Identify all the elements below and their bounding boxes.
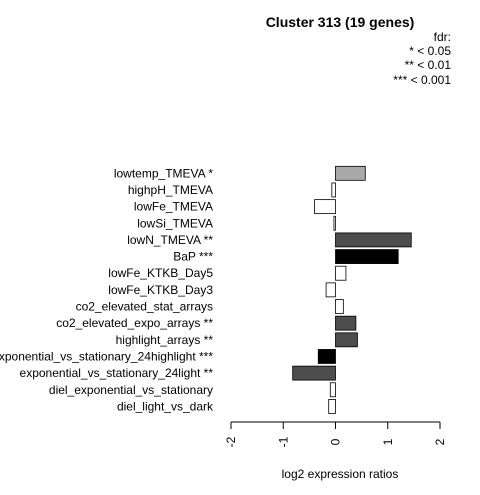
bar-6: [335, 249, 399, 264]
category-label-13: exponential_vs_stationary_24light **: [20, 366, 214, 380]
category-label-6: BaP ***: [173, 250, 213, 264]
bar-11: [335, 332, 358, 348]
chart-title: Cluster 313 (19 genes): [266, 14, 415, 30]
legend-entry-1: * < 0.05: [409, 44, 451, 58]
bar-2: [331, 182, 336, 198]
bar-7: [335, 265, 347, 281]
x-tick-label-5: 2: [433, 438, 447, 445]
category-label-3: lowFe_TMEVA: [134, 200, 213, 214]
bar-8: [325, 282, 336, 298]
legend-entry-3: *** < 0.001: [393, 73, 451, 87]
bar-14: [329, 382, 336, 398]
x-axis-label: log2 expression ratios: [282, 467, 399, 481]
bar-10: [335, 315, 357, 331]
category-label-5: lowN_TMEVA **: [127, 233, 213, 247]
bar-5: [335, 232, 412, 248]
category-label-15: diel_light_vs_dark: [117, 399, 214, 413]
legend-title: fdr:: [434, 30, 451, 44]
category-label-14: diel_exponential_vs_stationary: [49, 383, 213, 397]
category-label-10: co2_elevated_expo_arrays **: [56, 316, 213, 330]
x-tick-label-3: 0: [329, 438, 343, 445]
bar-12: [317, 349, 336, 364]
bar-15: [328, 399, 336, 414]
category-label-12: exponential_vs_stationary_24highlight **…: [0, 349, 213, 363]
category-label-4: lowSi_TMEVA: [137, 216, 213, 230]
bar-3: [314, 199, 336, 215]
category-label-1: lowtemp_TMEVA *: [114, 166, 213, 180]
bar-1: [335, 165, 366, 181]
x-tick-label-2: -1: [276, 436, 290, 447]
category-label-7: lowFe_KTKB_Day5: [108, 266, 213, 280]
legend: fdr: * < 0.05 ** < 0.01 *** < 0.001: [393, 30, 451, 87]
bar-13: [292, 365, 336, 381]
x-tick-label-1: -2: [224, 436, 238, 447]
category-label-2: highpH_TMEVA: [128, 183, 213, 197]
legend-entry-2: ** < 0.01: [405, 58, 452, 72]
category-label-11: highlight_arrays **: [116, 333, 214, 347]
bar-4: [333, 215, 336, 231]
category-label-9: co2_elevated_stat_arrays: [76, 300, 213, 314]
x-tick-label-4: 1: [381, 438, 395, 445]
category-label-8: lowFe_KTKB_Day3: [108, 283, 213, 297]
bar-9: [335, 299, 344, 314]
